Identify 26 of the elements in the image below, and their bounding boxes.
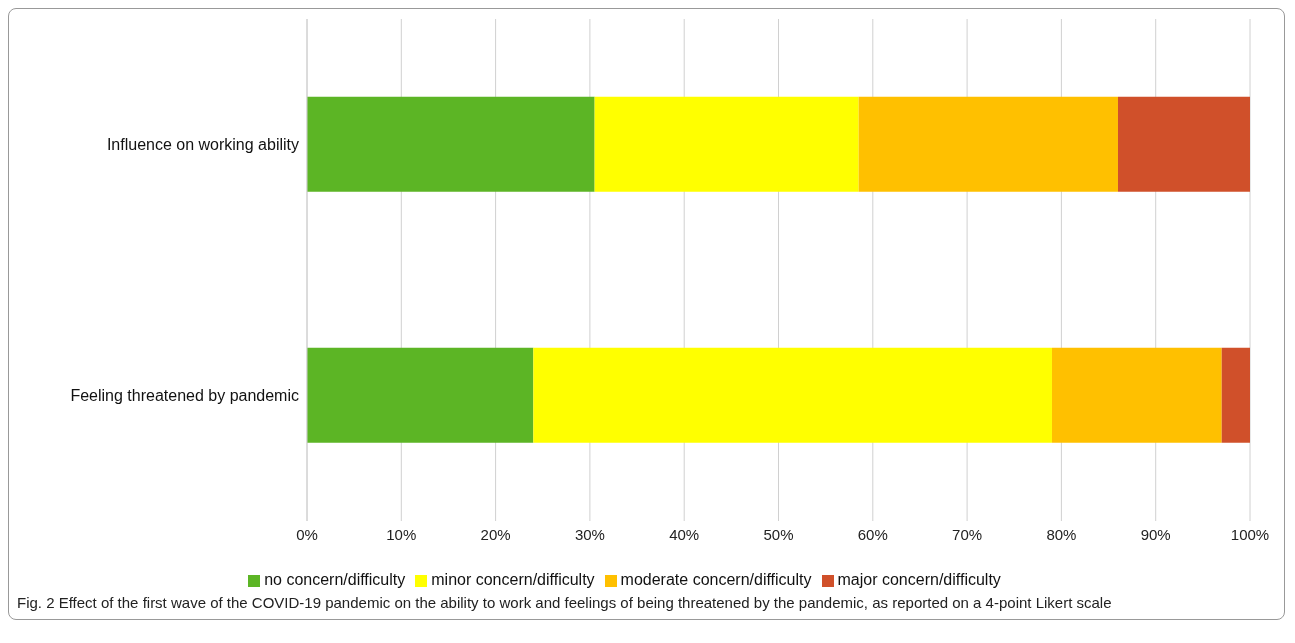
bar (1051, 347, 1222, 443)
bar (1117, 96, 1250, 192)
x-tick-label: 90% (1140, 525, 1171, 543)
bar (1221, 347, 1250, 443)
y-tick-label: Influence on working ability (106, 136, 299, 154)
y-tick-label: Feeling threatened by pandemic (70, 387, 299, 405)
x-tick-label: 100% (1230, 525, 1270, 543)
bar (307, 96, 595, 192)
x-tick-label: 50% (763, 525, 794, 543)
x-tick-label: 30% (574, 525, 605, 543)
x-tick-label: 0% (296, 525, 318, 543)
caption: Fig. 2 Effect of the first wave of the COVID-19 pandemic on the ability to work and feelings of being threatened by the pandemic, as reported on a 4-point Likert scale (16, 593, 1113, 613)
x-tick-label: 10% (386, 525, 417, 543)
x-tick-label: 20% (480, 525, 511, 543)
legend-label: minor concern/difficulty (431, 571, 595, 588)
bar (533, 347, 1052, 443)
x-tick-label: 60% (857, 525, 888, 543)
x-tick-label: 70% (952, 525, 983, 543)
bar (594, 96, 859, 192)
x-tick-label: 80% (1046, 525, 1077, 543)
legend-label: major concern/difficulty (837, 571, 1001, 588)
legend-label: moderate concern/difficulty (620, 571, 812, 588)
bar (307, 347, 534, 443)
bar (858, 96, 1118, 192)
legend-label: no concern/difficulty (264, 571, 406, 588)
x-tick-label: 40% (669, 525, 700, 543)
